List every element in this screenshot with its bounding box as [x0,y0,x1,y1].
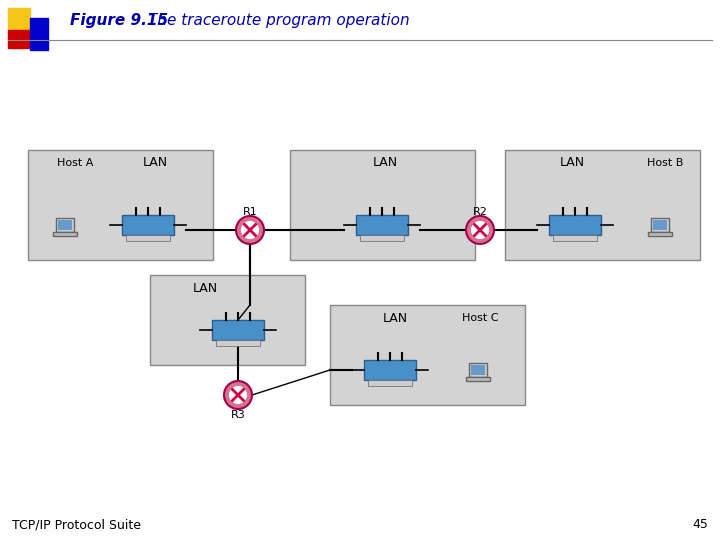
FancyBboxPatch shape [58,220,72,229]
FancyBboxPatch shape [53,232,77,236]
FancyBboxPatch shape [126,235,170,241]
Bar [8,30,30,48]
Text: Host C: Host C [462,313,498,323]
FancyBboxPatch shape [356,215,408,235]
FancyBboxPatch shape [212,320,264,340]
Circle shape [236,216,264,244]
FancyBboxPatch shape [150,275,305,365]
Text: LAN: LAN [383,312,408,325]
FancyBboxPatch shape [290,150,475,260]
Circle shape [229,386,247,404]
FancyBboxPatch shape [651,218,670,232]
FancyBboxPatch shape [469,363,487,376]
FancyBboxPatch shape [28,150,213,260]
Text: R2: R2 [472,207,487,217]
FancyBboxPatch shape [360,235,404,241]
Text: 45: 45 [692,518,708,531]
FancyBboxPatch shape [55,218,74,232]
Text: LAN: LAN [372,157,397,170]
FancyBboxPatch shape [471,365,485,375]
Text: TCP/IP Protocol Suite: TCP/IP Protocol Suite [12,518,141,531]
Text: Figure 9.15: Figure 9.15 [70,12,168,28]
FancyBboxPatch shape [549,215,601,235]
Text: The traceroute program operation: The traceroute program operation [148,12,410,28]
Text: LAN: LAN [143,157,168,170]
FancyBboxPatch shape [368,380,412,386]
Circle shape [224,381,252,409]
Bar [30,18,48,50]
Text: LAN: LAN [192,281,217,294]
Circle shape [466,216,494,244]
Text: LAN: LAN [560,157,585,170]
Text: Host A: Host A [57,158,93,168]
FancyBboxPatch shape [466,376,490,381]
FancyBboxPatch shape [122,215,174,235]
FancyBboxPatch shape [216,340,260,346]
FancyBboxPatch shape [364,360,416,380]
Circle shape [241,221,259,239]
FancyBboxPatch shape [505,150,700,260]
FancyBboxPatch shape [553,235,597,241]
FancyBboxPatch shape [652,220,667,229]
Text: Host B: Host B [647,158,683,168]
Text: R1: R1 [243,207,257,217]
FancyBboxPatch shape [330,305,525,405]
Bar [8,8,30,30]
FancyBboxPatch shape [648,232,672,236]
Circle shape [471,221,489,239]
Text: R3: R3 [230,410,246,420]
